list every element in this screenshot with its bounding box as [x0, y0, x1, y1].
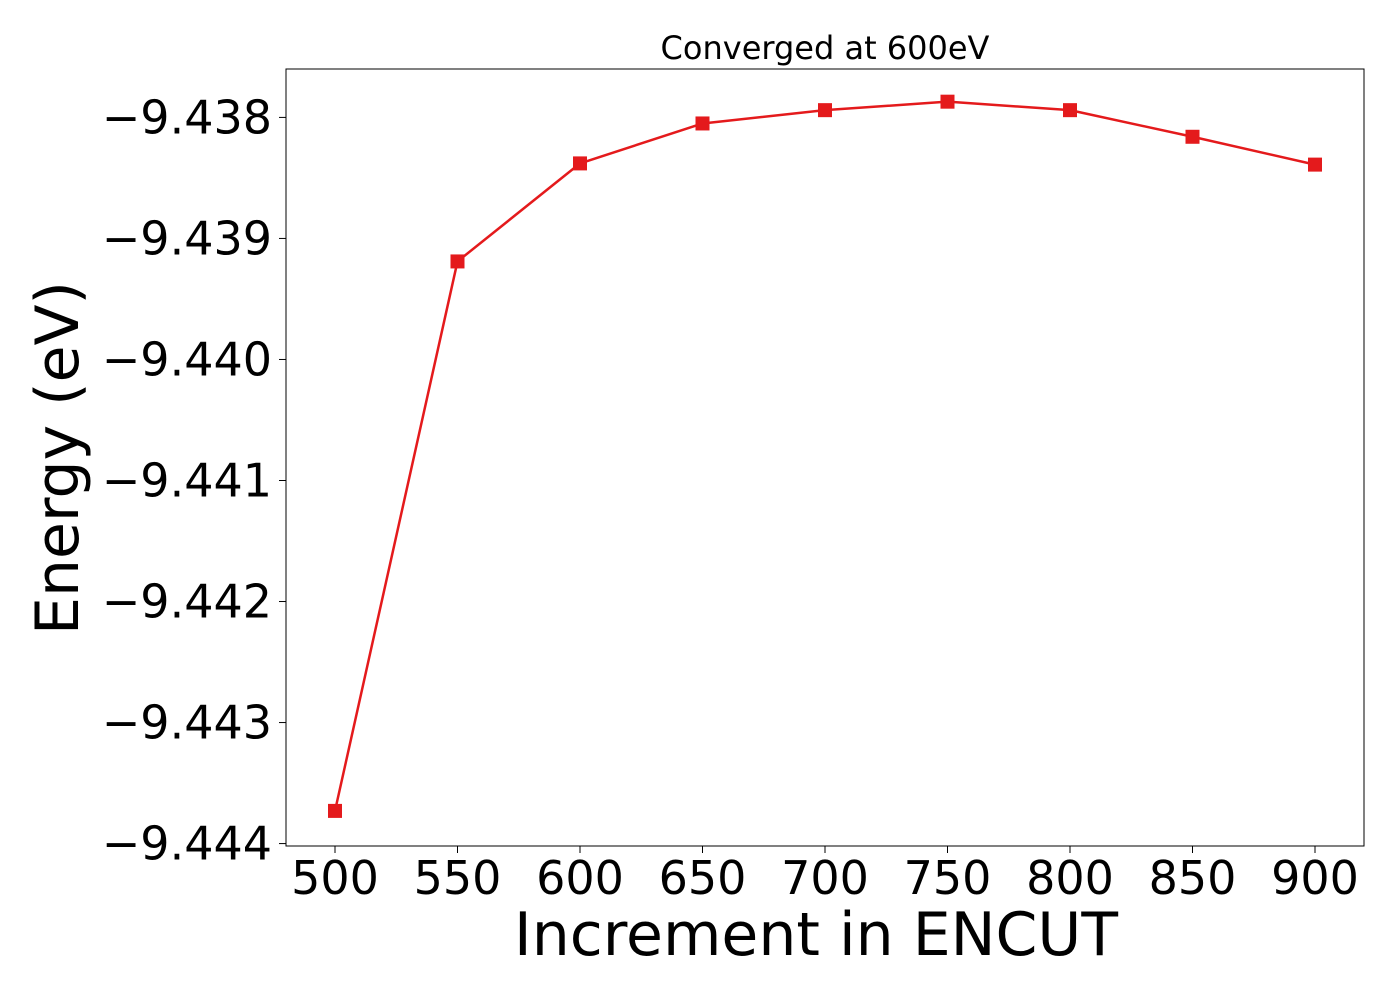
y-tick-label: −9.439	[102, 211, 272, 265]
data-point-marker	[818, 103, 832, 118]
x-tick-label: 500	[291, 851, 379, 905]
x-axis: 500 550 600 650 700 750 800 850 900	[291, 846, 1359, 905]
data-point-marker	[328, 803, 342, 818]
plot-area-frame	[285, 68, 1365, 847]
y-tick-label: −9.443	[102, 696, 272, 750]
y-axis-label: Energy (eV)	[23, 281, 93, 635]
x-tick-label: 850	[1149, 851, 1237, 905]
x-tick-label: 800	[1026, 851, 1114, 905]
data-point-marker	[940, 94, 955, 109]
y-axis: −9.438 −9.439 −9.440 −9.441 −9.442 −9.443 −9.4…	[102, 90, 286, 871]
x-tick-label: 750	[904, 851, 992, 905]
x-tick-label: 600	[536, 851, 624, 905]
x-tick-label: 700	[781, 851, 869, 905]
y-tick-label: −9.442	[102, 575, 272, 629]
x-axis-label: Increment in ENCUT	[514, 900, 1118, 970]
x-tick-label: 900	[1271, 851, 1359, 905]
y-tick-label: −9.438	[102, 90, 272, 144]
x-tick-label: 550	[414, 851, 502, 905]
y-tick-label: −9.441	[102, 453, 272, 507]
series-line	[333, 100, 1316, 812]
data-point-marker	[450, 254, 465, 269]
data-point-marker	[573, 156, 587, 171]
data-point-marker	[1185, 129, 1200, 144]
chart-title: Converged at 600eV	[661, 29, 990, 67]
series-energy	[328, 94, 1322, 818]
data-point-marker	[1063, 103, 1077, 118]
y-tick-label: −9.440	[102, 332, 272, 386]
x-tick-label: 650	[659, 851, 747, 905]
data-point-marker	[695, 116, 710, 131]
y-tick-label: −9.444	[102, 817, 272, 871]
data-point-marker	[1308, 157, 1322, 172]
